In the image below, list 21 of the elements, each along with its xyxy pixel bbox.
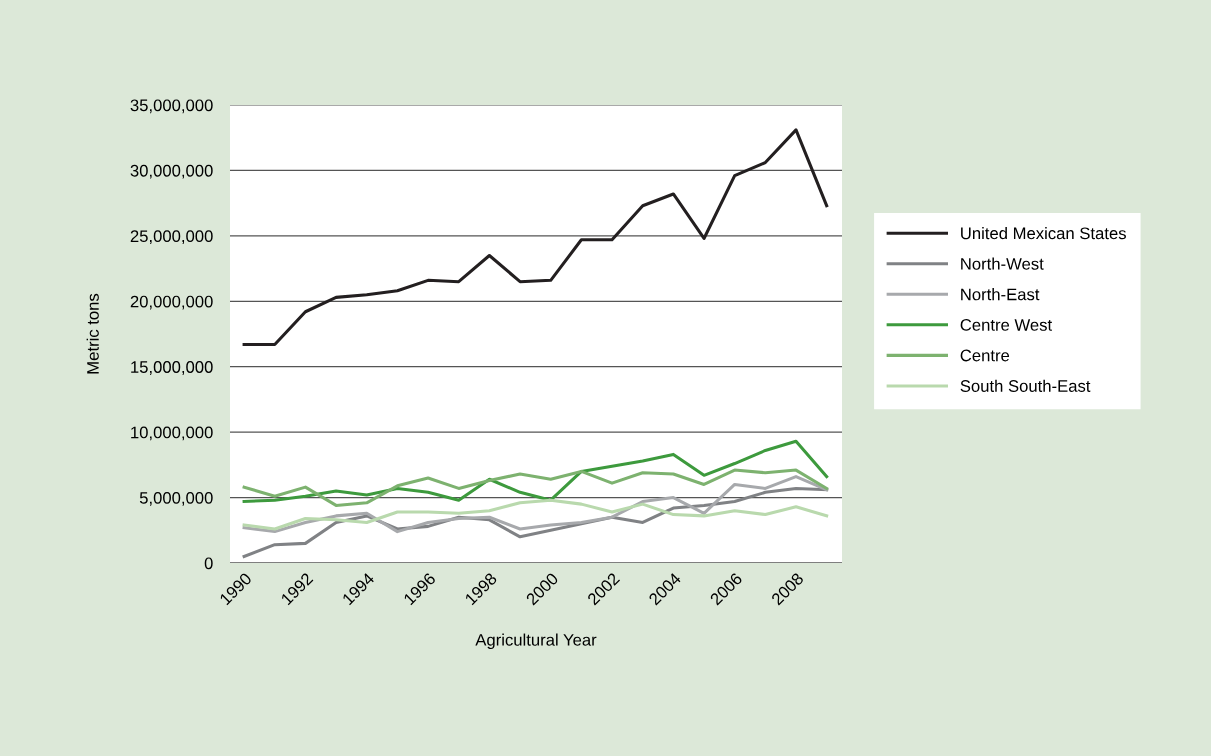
legend-label: Centre West <box>960 319 1053 331</box>
y-tick-label: 30,000,000 <box>130 164 213 179</box>
y-tick-label: 15,000,000 <box>131 361 213 375</box>
y-tick-label: 0 <box>204 557 213 570</box>
line-series <box>242 128 829 346</box>
legend-label: Centre <box>960 349 1010 362</box>
x-axis-title: Agricultural Year <box>475 633 597 650</box>
y-axis-title: Metric tons <box>86 293 99 374</box>
legend-label: United Mexican States <box>961 226 1126 240</box>
line-series <box>242 468 829 507</box>
y-tick-label: 35,000,000 <box>130 99 213 114</box>
y-tick-label: 5,000,000 <box>139 491 213 506</box>
line-series <box>242 439 829 504</box>
line-series <box>242 498 829 531</box>
legend-label: South South-East <box>960 379 1091 392</box>
legend-label: North-East <box>961 288 1040 301</box>
legend-label: North-West <box>961 257 1044 270</box>
y-tick-label: 10,000,000 <box>131 426 213 441</box>
y-tick-label: 20,000,000 <box>130 295 213 310</box>
line-series <box>242 475 829 534</box>
y-tick-label: 25,000,000 <box>130 230 213 245</box>
